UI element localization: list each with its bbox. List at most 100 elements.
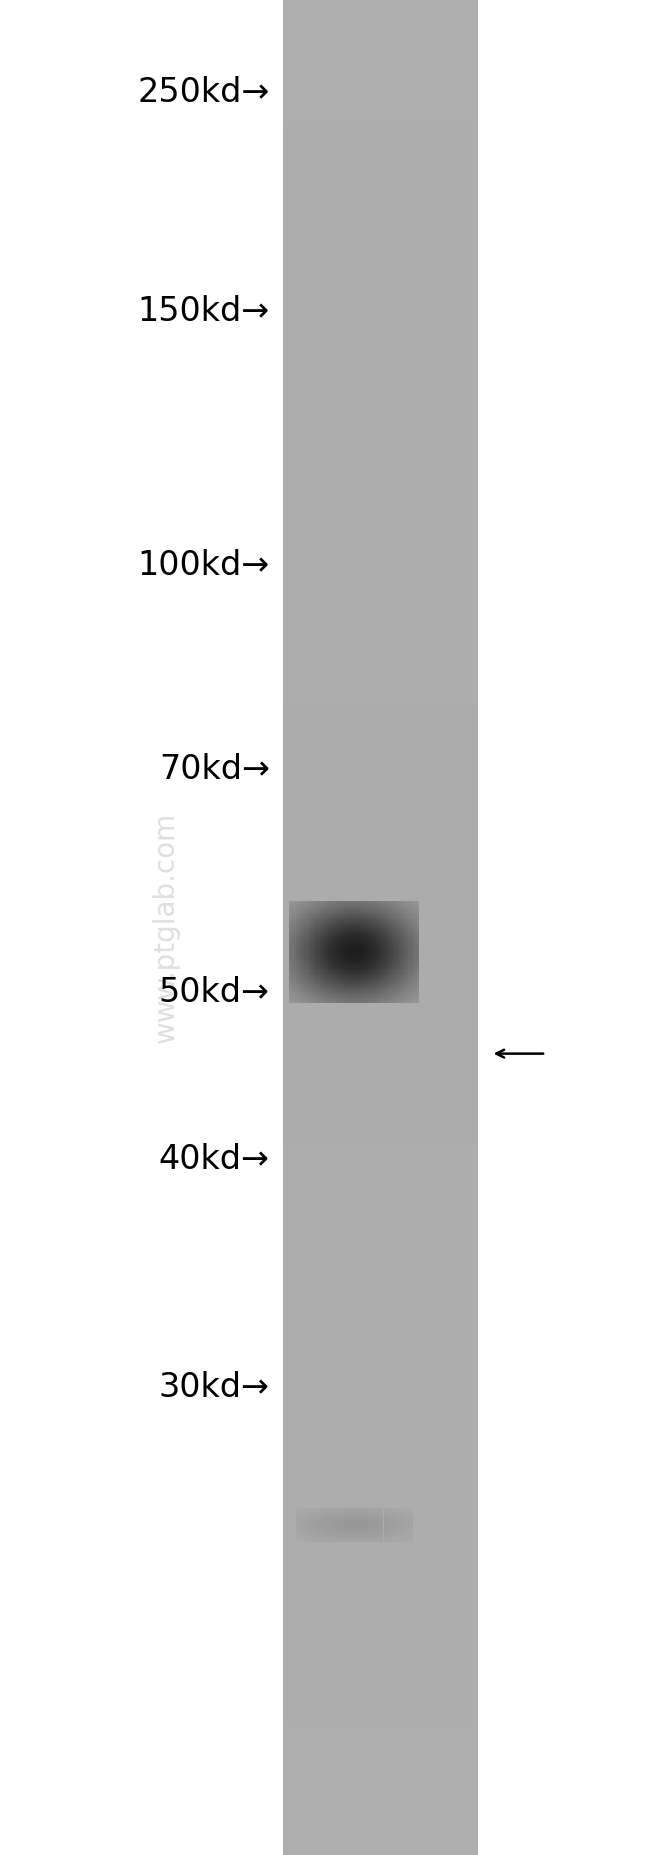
Bar	[283, 1367, 478, 1373]
Bar	[283, 210, 478, 217]
Bar	[283, 1794, 478, 1799]
Bar	[283, 469, 478, 477]
Bar	[283, 1132, 478, 1137]
Bar	[283, 978, 478, 983]
Bar	[283, 1651, 478, 1657]
Bar	[283, 983, 478, 989]
Bar	[283, 618, 478, 625]
Bar	[283, 1354, 478, 1360]
Bar	[283, 384, 478, 390]
Bar	[283, 488, 478, 495]
Bar	[283, 1619, 478, 1627]
Bar	[283, 692, 478, 699]
Bar	[283, 1670, 478, 1675]
Bar	[283, 644, 478, 649]
Bar	[283, 946, 478, 952]
Bar	[283, 377, 478, 384]
Bar	[283, 909, 478, 915]
Text: 50kd→: 50kd→	[159, 976, 270, 1009]
Bar	[283, 432, 478, 440]
Bar	[283, 6, 478, 13]
Bar	[283, 414, 478, 421]
Bar	[283, 835, 478, 840]
Bar	[283, 896, 478, 903]
Bar	[283, 74, 478, 80]
Bar	[283, 1415, 478, 1423]
Bar	[283, 32, 478, 37]
Bar	[283, 1280, 478, 1286]
Bar	[283, 1386, 478, 1391]
Bar	[283, 1836, 478, 1842]
Bar	[283, 223, 478, 228]
Bar	[283, 1119, 478, 1126]
Bar	[283, 1256, 478, 1261]
Bar	[283, 1261, 478, 1267]
Bar	[283, 1428, 478, 1434]
Bar	[283, 705, 478, 710]
Bar	[283, 1657, 478, 1664]
Bar	[283, 1145, 478, 1150]
Bar	[283, 599, 478, 607]
Bar	[283, 458, 478, 464]
Bar	[283, 124, 478, 130]
Bar	[283, 143, 478, 148]
Bar	[283, 198, 478, 204]
Bar	[283, 965, 478, 970]
Bar	[283, 607, 478, 612]
Bar	[283, 1298, 478, 1304]
Text: 70kd→: 70kd→	[159, 753, 270, 787]
Bar	[283, 890, 478, 896]
Bar	[283, 1182, 478, 1187]
Bar	[283, 822, 478, 829]
Bar	[283, 525, 478, 532]
Bar	[283, 1707, 478, 1712]
Bar	[283, 1731, 478, 1738]
Bar	[283, 1267, 478, 1274]
Bar	[283, 1230, 478, 1237]
Bar	[283, 161, 478, 167]
Bar	[283, 779, 478, 785]
Bar	[283, 1447, 478, 1452]
Bar	[283, 829, 478, 835]
Bar	[283, 872, 478, 877]
Bar	[283, 1521, 478, 1527]
Bar	[283, 291, 478, 297]
Bar	[283, 321, 478, 328]
Bar	[283, 98, 478, 106]
Bar	[283, 631, 478, 636]
Bar	[283, 1590, 478, 1595]
Bar	[283, 440, 478, 445]
Bar	[283, 1404, 478, 1410]
Bar	[283, 649, 478, 655]
Bar	[283, 1614, 478, 1619]
Bar	[283, 1484, 478, 1490]
Bar	[283, 840, 478, 848]
Bar	[283, 859, 478, 866]
Bar	[283, 167, 478, 173]
Bar	[283, 853, 478, 859]
Bar	[283, 241, 478, 247]
Bar	[283, 755, 478, 761]
Bar	[283, 1497, 478, 1503]
Bar	[283, 1582, 478, 1590]
Bar	[283, 365, 478, 371]
Bar	[283, 816, 478, 822]
Bar	[283, 347, 478, 352]
Bar	[283, 811, 478, 816]
Bar	[283, 1015, 478, 1020]
Bar	[283, 236, 478, 241]
Bar	[283, 1781, 478, 1786]
Bar	[283, 1527, 478, 1534]
Bar	[283, 1553, 478, 1558]
Bar	[283, 1503, 478, 1508]
Bar	[283, 1712, 478, 1720]
Bar	[283, 1682, 478, 1688]
Bar	[283, 1044, 478, 1052]
Bar	[283, 1052, 478, 1057]
Bar	[283, 594, 478, 599]
Bar	[283, 302, 478, 310]
Bar	[283, 273, 478, 278]
Bar	[283, 1558, 478, 1564]
Bar	[283, 742, 478, 748]
Bar	[283, 1391, 478, 1397]
